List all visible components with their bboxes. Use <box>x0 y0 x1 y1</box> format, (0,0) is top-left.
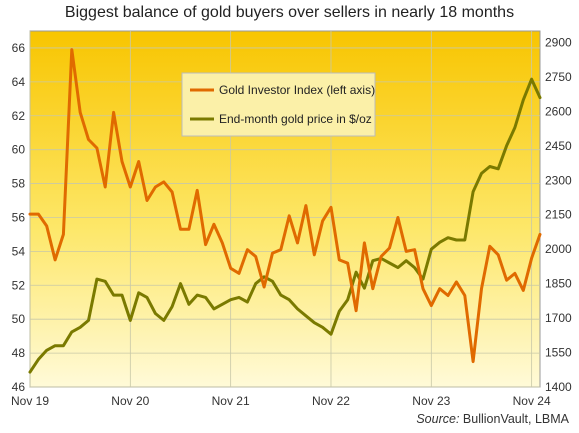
series-line-gold-price <box>28 77 542 374</box>
right-tick-label: 1550 <box>545 346 572 360</box>
right-tick-label: 2750 <box>545 70 572 84</box>
left-axis-ticks: 46 48 50 52 54 56 58 60 62 64 66 <box>12 41 26 394</box>
right-axis-ticks: 1400 1550 1700 1850 2000 2150 2300 2450 2600 2750… <box>545 35 572 394</box>
chart-title: Biggest balance of gold buyers over sell… <box>64 4 515 21</box>
left-tick-label: 66 <box>12 41 26 55</box>
source-note: Source: BullionVault, LBMA <box>416 412 569 426</box>
right-tick-label: 2000 <box>545 242 572 256</box>
left-tick-label: 64 <box>12 75 26 89</box>
series-lines <box>28 48 542 374</box>
right-tick-label: 1400 <box>545 380 572 394</box>
left-tick-label: 62 <box>12 109 26 123</box>
legend-label-gii: Gold Investor Index (left axis) <box>219 83 375 97</box>
x-tick-label: Nov 23 <box>412 394 450 408</box>
left-tick-label: 58 <box>12 177 26 191</box>
x-tick-label: Nov 20 <box>111 394 149 408</box>
left-tick-label: 60 <box>12 143 26 157</box>
left-tick-label: 50 <box>12 312 26 326</box>
x-axis-ticks: Nov 19 Nov 20 Nov 21 Nov 22 Nov 23 Nov 24 <box>11 394 551 408</box>
grid-lines <box>29 31 540 388</box>
right-tick-label: 1850 <box>545 277 572 291</box>
x-tick-label: Nov 21 <box>212 394 250 408</box>
series-line-gold-investor-index <box>28 48 542 364</box>
right-tick-label: 1700 <box>545 311 572 325</box>
right-tick-label: 2900 <box>545 35 572 49</box>
legend: Gold Investor Index (left axis) End-mont… <box>181 72 376 137</box>
right-tick-label: 2600 <box>545 104 572 118</box>
right-tick-label: 2450 <box>545 139 572 153</box>
plot-area <box>29 30 541 388</box>
left-tick-label: 52 <box>12 278 26 292</box>
right-tick-label: 2150 <box>545 208 572 222</box>
left-tick-label: 46 <box>12 380 26 394</box>
x-tick-label: Nov 19 <box>11 394 49 408</box>
left-tick-label: 56 <box>12 210 26 224</box>
right-tick-label: 2300 <box>545 173 572 187</box>
legend-box <box>181 72 376 137</box>
x-tick-label: Nov 24 <box>513 394 551 408</box>
legend-label-gold: End-month gold price in $/oz <box>219 112 372 126</box>
left-tick-label: 54 <box>12 244 26 258</box>
x-tick-label: Nov 22 <box>312 394 350 408</box>
left-tick-label: 48 <box>12 346 26 360</box>
